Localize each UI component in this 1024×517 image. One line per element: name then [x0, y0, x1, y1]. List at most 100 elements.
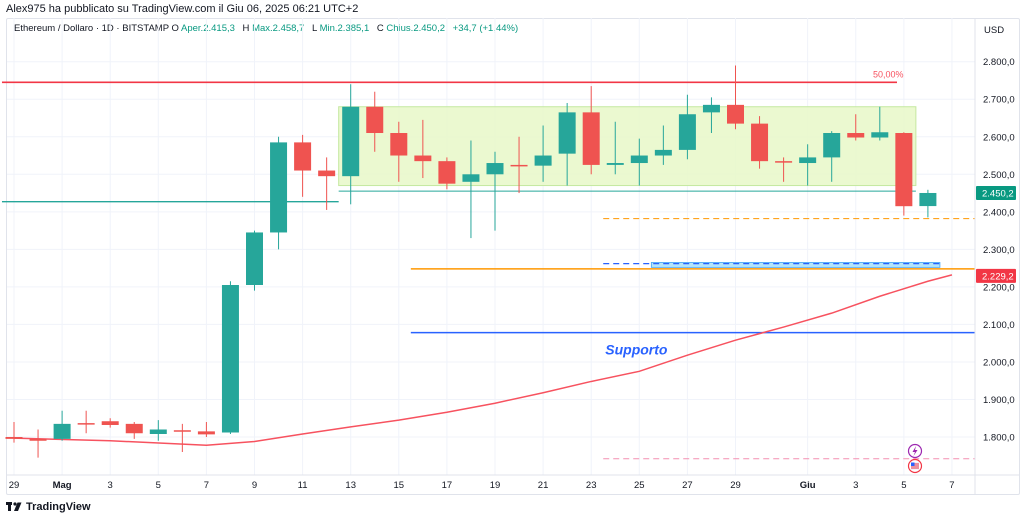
- support-label: Supporto: [605, 342, 668, 358]
- footer-brand-label: TradingView: [26, 501, 91, 513]
- price-tick-label: 1.800,0: [983, 433, 1015, 444]
- candle-body: [654, 149, 672, 156]
- grid: [7, 18, 975, 475]
- candle-body: [270, 142, 288, 233]
- price-axis[interactable]: 1.800,0 1.900,0 2.000,0 2.100,0 2.200,0 2.300…: [974, 18, 1016, 494]
- price-tick-label: 2.000,0: [983, 357, 1015, 368]
- candle-body: [173, 430, 191, 432]
- candle-body: [246, 232, 263, 286]
- candle-body: [29, 438, 47, 441]
- candle-body: [510, 164, 528, 167]
- candle-body: [823, 133, 841, 158]
- candle-body: [101, 421, 119, 425]
- time-tick-label: 9: [252, 480, 257, 491]
- candle-body: [775, 161, 793, 163]
- candle-body: [799, 157, 817, 164]
- time-tick-label: 5: [156, 480, 161, 491]
- candle-body: [197, 431, 215, 435]
- candle-body: [462, 174, 480, 182]
- footer-brand[interactable]: TradingView: [6, 501, 91, 513]
- drawings: 50,00% Supporto: [1, 69, 975, 460]
- candle-body: [125, 423, 143, 434]
- lightning-icon[interactable]: [907, 443, 923, 459]
- price-tag-label: 2.450,2: [982, 188, 1014, 199]
- blue-zone-box: [650, 262, 941, 268]
- candle-body: [366, 106, 384, 134]
- price-tick-label: 1.900,0: [983, 395, 1015, 406]
- candle-body: [149, 429, 167, 434]
- time-tick-label: Mag: [53, 480, 72, 491]
- moving-average-line: [13, 274, 953, 447]
- candle-body: [390, 133, 408, 156]
- time-tick-label: 23: [586, 480, 597, 491]
- us-flag-icon[interactable]: [907, 458, 923, 474]
- time-tick-label: 27: [682, 480, 693, 491]
- fib-50-label: 50,00%: [873, 69, 904, 79]
- candle-body: [221, 285, 239, 433]
- chart-frame: [6, 18, 1020, 495]
- close-label: C: [376, 23, 384, 34]
- candle-body: [847, 133, 865, 138]
- change-value: +34,7 (+1,44%): [452, 23, 519, 34]
- high-label: H: [242, 23, 250, 34]
- candle-body: [630, 155, 648, 164]
- time-tick-label: 29: [730, 480, 741, 491]
- high-value: Max.2.458,7: [252, 23, 305, 34]
- candle-body: [77, 423, 95, 425]
- price-tick-label: 2.500,0: [983, 170, 1015, 181]
- time-tick-label: 5: [901, 480, 906, 491]
- candle-body: [919, 192, 937, 207]
- close-value: Chius.2.450,2: [386, 23, 446, 34]
- candle-body: [582, 112, 600, 165]
- symbol-legend: Ethereum / Dollaro · 1D · BITSTAMP O Ape…: [14, 23, 523, 34]
- time-tick-label: 19: [490, 480, 501, 491]
- candle-body: [558, 112, 576, 154]
- time-tick-label: 15: [394, 480, 405, 491]
- candle-body: [606, 163, 624, 165]
- price-tick-label: 2.200,0: [983, 282, 1015, 293]
- low-label: L: [312, 23, 317, 34]
- time-tick-label: 13: [345, 480, 356, 491]
- price-tag: [976, 185, 1016, 200]
- time-tick-label: 25: [634, 480, 645, 491]
- currency-label: USD: [984, 25, 1004, 36]
- time-tick-label: 21: [538, 480, 549, 491]
- candle-body: [678, 114, 696, 150]
- symbol-name: Ethereum / Dollaro · 1D · BITSTAMP: [14, 23, 169, 34]
- price-tick-label: 2.100,0: [983, 320, 1015, 331]
- candle-body: [294, 142, 312, 171]
- publisher-line: Alex975 ha pubblicato su TradingView.com…: [6, 3, 359, 15]
- candle-body: [53, 423, 71, 439]
- candle-body: [895, 133, 913, 207]
- price-tick-label: 2.700,0: [983, 95, 1015, 106]
- low-value: Min.2.385,1: [319, 23, 370, 34]
- price-tag: [976, 268, 1016, 283]
- candle-body: [871, 132, 889, 138]
- time-tick-label: 29: [9, 480, 20, 491]
- consolidation-range-box: [338, 106, 917, 187]
- time-tick-label: 3: [108, 480, 113, 491]
- time-tick-label: 17: [442, 480, 453, 491]
- open-label: O: [171, 23, 179, 34]
- candle-body: [342, 106, 360, 177]
- price-tag-label: 2.229,2: [982, 271, 1014, 282]
- candle-body: [702, 104, 720, 113]
- time-tick-label: 7: [949, 480, 954, 491]
- candle-body: [727, 104, 744, 124]
- time-axis[interactable]: 29 Mag 3 5 7 9 11 13 15 17 19 21 23 25 27 29 Giu 3 5 7: [7, 474, 1019, 491]
- candle-body: [534, 155, 552, 166]
- candle-body: [318, 170, 336, 177]
- open-value: Aper.2.415,3: [181, 23, 235, 34]
- moving-average: [13, 274, 953, 447]
- tradingview-logo-icon: [6, 501, 22, 511]
- price-tick-label: 2.400,0: [983, 207, 1015, 218]
- candle-body: [486, 163, 504, 175]
- time-tick-label: 11: [298, 480, 308, 491]
- price-tick-label: 2.600,0: [983, 132, 1015, 143]
- candle-body: [751, 123, 769, 162]
- time-tick-label: 7: [204, 480, 209, 491]
- candles[interactable]: [5, 65, 937, 458]
- candle-body: [414, 155, 432, 162]
- candle-body: [5, 437, 23, 439]
